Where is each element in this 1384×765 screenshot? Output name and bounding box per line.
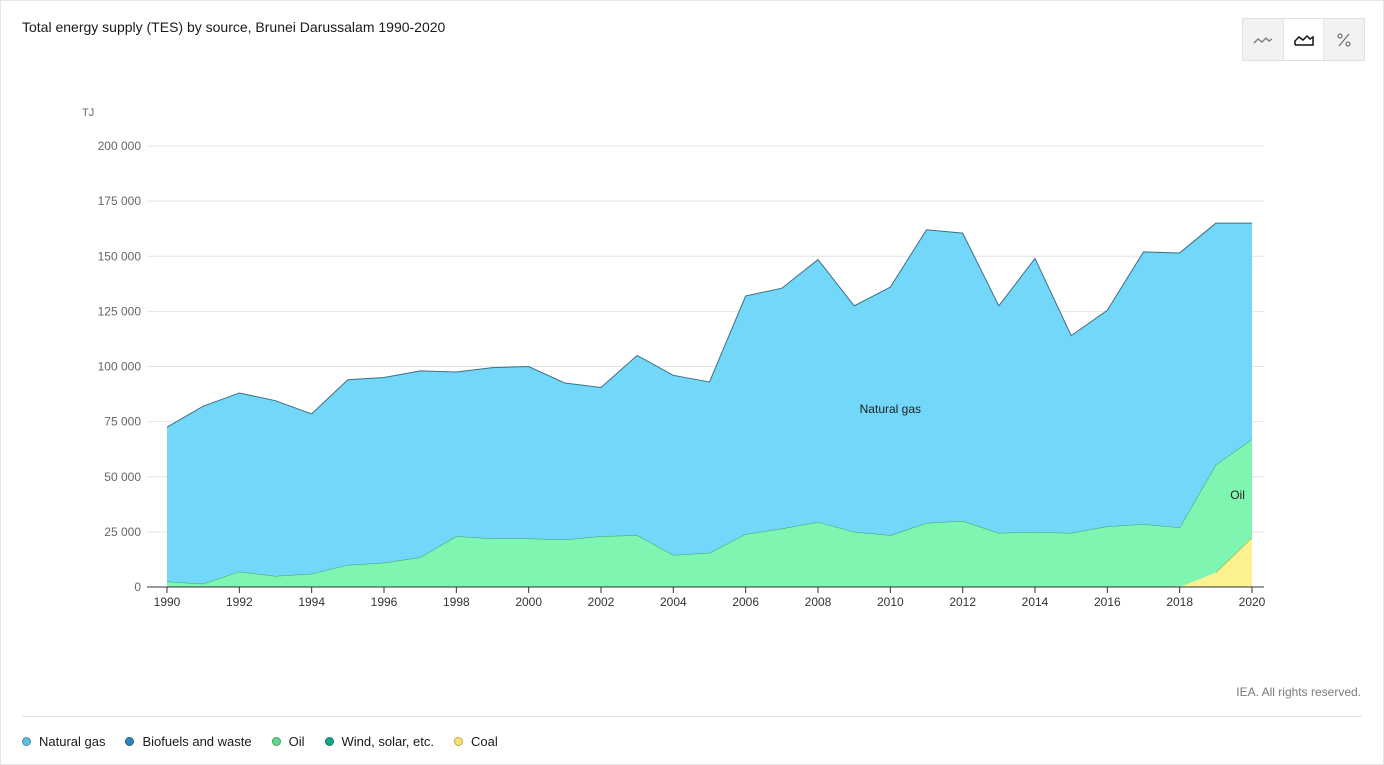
area-line-natural-gas xyxy=(166,222,1252,428)
line-chart-icon xyxy=(1253,36,1273,43)
x-tick-label: 1994 xyxy=(298,595,325,609)
area-series xyxy=(166,222,1253,587)
legend-label: Natural gas xyxy=(39,734,106,749)
percent-icon xyxy=(1337,32,1351,47)
legend-item-oil[interactable]: Oil xyxy=(271,734,305,749)
x-tick-label: 2014 xyxy=(1022,595,1049,609)
y-tick-label: 200 000 xyxy=(98,139,142,153)
copyright-credit: IEA. All rights reserved. xyxy=(1236,685,1361,699)
x-tick-label: 1996 xyxy=(371,595,398,609)
y-tick-label: 150 000 xyxy=(98,249,142,263)
x-tick-label: 2012 xyxy=(949,595,976,609)
y-tick-label: 175 000 xyxy=(98,194,142,208)
y-axis-labels: 0 25 000 50 000 75 000 100 000 125 000 150 000… xyxy=(98,139,142,594)
legend-label: Biofuels and waste xyxy=(142,734,252,749)
x-tick-label: 2010 xyxy=(877,595,904,609)
area-natural-gas xyxy=(167,223,1252,584)
x-tick-label: 2008 xyxy=(805,595,832,609)
legend-label: Coal xyxy=(470,734,498,749)
x-tick-label: 1990 xyxy=(154,595,181,609)
x-tick-label: 2016 xyxy=(1094,595,1121,609)
x-axis xyxy=(147,586,1264,593)
series-label: Oil xyxy=(1230,488,1245,502)
x-tick-label: 2006 xyxy=(732,595,759,609)
legend-item-natural-gas[interactable]: Natural gas xyxy=(22,734,105,749)
chart-title: Total energy supply (TES) by source, Bru… xyxy=(22,19,446,35)
y-axis-unit: TJ xyxy=(82,107,94,119)
legend-item-coal[interactable]: Coal xyxy=(453,734,498,749)
y-tick-label: 25 000 xyxy=(104,525,141,539)
x-axis-labels: 1990 1992 1994 1996 1998 2000 2002 2004 2006 2008… xyxy=(154,595,1266,609)
legend-item-biofuels-and-waste[interactable]: Biofuels and waste xyxy=(125,734,252,749)
legend-swatch-coal xyxy=(453,737,463,746)
legend-swatch-biofuels-and-waste xyxy=(125,737,135,746)
y-tick-label: 100 000 xyxy=(98,360,142,374)
y-tick-label: 75 000 xyxy=(104,415,141,429)
legend-divider xyxy=(22,716,1362,717)
y-tick-label: 125 000 xyxy=(98,304,142,318)
x-tick-label: 2018 xyxy=(1166,595,1193,609)
x-tick-label: 1998 xyxy=(443,595,470,609)
y-tick-label: 0 xyxy=(134,580,141,594)
legend-swatch-oil xyxy=(271,737,281,746)
x-tick-label: 1992 xyxy=(226,595,253,609)
x-tick-label: 2020 xyxy=(1239,595,1266,609)
x-tick-label: 2002 xyxy=(588,595,615,609)
y-tick-label: 50 000 xyxy=(104,470,141,484)
legend-swatch-natural-gas xyxy=(22,737,31,746)
area-chart-button[interactable] xyxy=(1282,19,1324,60)
series-label: Natural gas xyxy=(860,402,921,416)
legend-label: Wind, solar, etc. xyxy=(341,734,434,749)
stacked-area-chart: TJ 0 25 000 50 000 75 000 100 000 125 000 150 … xyxy=(82,107,1266,609)
series-labels: Natural gas Oil xyxy=(860,402,1245,502)
legend-swatch-wind-solar xyxy=(324,737,334,746)
legend: Natural gas Biofuels and waste Oil Wind,… xyxy=(22,734,518,749)
legend-item-wind-solar[interactable]: Wind, solar, etc. xyxy=(324,734,434,749)
area-chart-icon xyxy=(1293,34,1314,46)
percent-button[interactable] xyxy=(1323,19,1364,60)
line-chart-button[interactable] xyxy=(1243,19,1283,60)
x-tick-label: 2004 xyxy=(660,595,687,609)
x-tick-label: 2000 xyxy=(515,595,542,609)
area-oil xyxy=(167,439,1252,587)
chart-type-toggle xyxy=(1242,18,1365,61)
legend-label: Oil xyxy=(288,734,305,749)
